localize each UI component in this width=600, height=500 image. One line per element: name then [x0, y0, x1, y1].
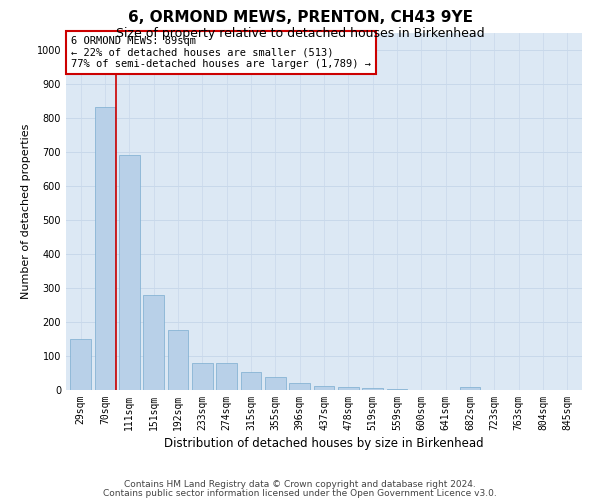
Text: Contains HM Land Registry data © Crown copyright and database right 2024.: Contains HM Land Registry data © Crown c… [124, 480, 476, 489]
Bar [460, 388, 481, 390]
Text: 6 ORMOND MEWS: 89sqm
← 22% of detached houses are smaller (513)
77% of semi-deta: 6 ORMOND MEWS: 89sqm ← 22% of detached h… [71, 36, 371, 70]
Y-axis label: Number of detached properties: Number of detached properties [21, 124, 31, 299]
Text: 6, ORMOND MEWS, PRENTON, CH43 9YE: 6, ORMOND MEWS, PRENTON, CH43 9YE [128, 10, 473, 25]
Bar [265, 377, 286, 390]
Bar [314, 386, 334, 390]
Bar [192, 363, 212, 390]
Bar [338, 388, 359, 390]
Bar [167, 330, 188, 390]
Bar [362, 388, 383, 390]
Bar [289, 383, 310, 390]
Bar [216, 364, 237, 390]
Bar [241, 372, 262, 390]
Bar [95, 108, 115, 390]
Bar [70, 339, 91, 390]
Bar [119, 155, 140, 390]
Text: Size of property relative to detached houses in Birkenhead: Size of property relative to detached ho… [116, 28, 484, 40]
Bar [143, 294, 164, 390]
Text: Contains public sector information licensed under the Open Government Licence v3: Contains public sector information licen… [103, 488, 497, 498]
X-axis label: Distribution of detached houses by size in Birkenhead: Distribution of detached houses by size … [164, 437, 484, 450]
